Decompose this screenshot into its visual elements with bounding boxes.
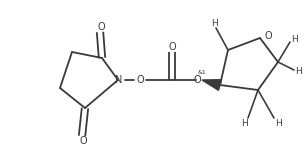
Text: H: H <box>295 68 301 76</box>
Text: O: O <box>79 136 87 146</box>
Text: H: H <box>275 118 282 128</box>
Polygon shape <box>202 80 221 90</box>
Text: H: H <box>211 20 217 28</box>
Text: O: O <box>136 75 144 85</box>
Text: H: H <box>291 35 298 45</box>
Text: O: O <box>193 75 201 85</box>
Text: O: O <box>168 42 176 52</box>
Text: N: N <box>115 75 123 85</box>
Text: O: O <box>264 31 272 41</box>
Text: &1: &1 <box>197 69 206 75</box>
Text: O: O <box>97 22 105 32</box>
Text: H: H <box>241 118 247 128</box>
